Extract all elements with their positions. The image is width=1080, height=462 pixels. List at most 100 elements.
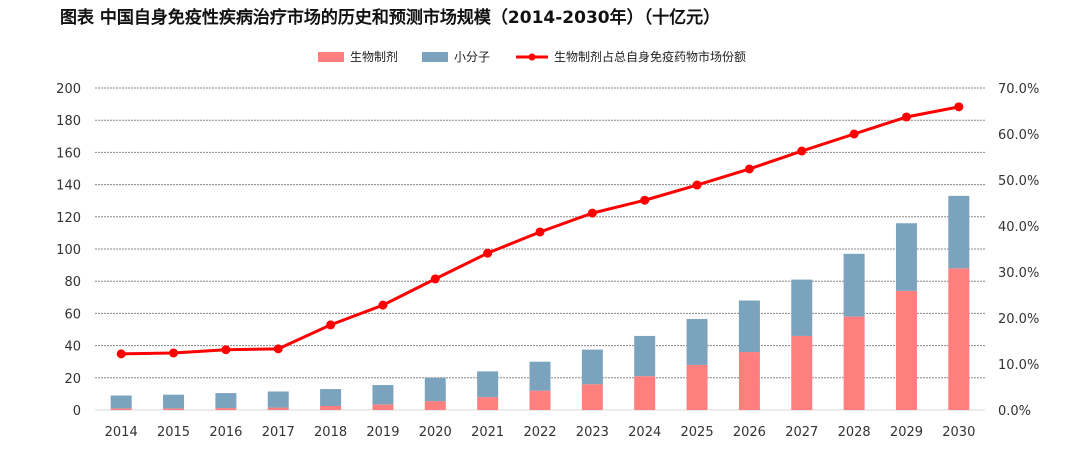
legend-item-share: 生物制剂占总自身免疫药物市场份额 (514, 48, 746, 65)
bar-biologics (634, 376, 656, 410)
y-left-tick-label: 0 (73, 404, 81, 419)
bar-small-molecule (267, 391, 289, 408)
bar-biologics (948, 268, 970, 410)
y-left-tick-label: 200 (56, 82, 81, 97)
share-point (692, 180, 702, 190)
y-left-tick-label: 100 (56, 243, 81, 258)
y-right-tick-label: 40.0% (998, 220, 1039, 235)
share-point (169, 348, 179, 358)
x-tick-label: 2022 (523, 425, 556, 440)
share-point (535, 227, 545, 237)
legend-label: 小分子 (454, 50, 491, 64)
y-left-tick-label: 60 (64, 307, 81, 322)
x-tick-label: 2030 (942, 425, 975, 440)
y-left-tick-label: 80 (64, 275, 81, 290)
share-point (587, 208, 597, 218)
y-right-tick-label: 20.0% (998, 312, 1039, 327)
bar-small-molecule (791, 279, 813, 336)
share-point (116, 349, 126, 359)
bar-biologics (791, 335, 813, 410)
y-right-tick-label: 50.0% (998, 174, 1039, 189)
x-tick-label: 2024 (628, 425, 661, 440)
bar-biologics (843, 316, 865, 410)
y-right-tick-label: 30.0% (998, 266, 1039, 281)
bar-biologics (738, 352, 760, 410)
x-tick-label: 2025 (681, 425, 714, 440)
bar-biologics (581, 384, 603, 410)
x-tick-label: 2028 (838, 425, 871, 440)
share-point (326, 320, 336, 330)
y-left-tick-label: 160 (56, 146, 81, 161)
bar-biologics (267, 407, 289, 410)
bar-small-molecule (948, 195, 970, 269)
bar-small-molecule (424, 377, 446, 402)
bar-small-molecule (895, 223, 917, 291)
bar-small-molecule (686, 319, 708, 365)
bar-small-molecule (163, 394, 185, 409)
y-right-tick-label: 70.0% (998, 82, 1039, 97)
x-tick-label: 2015 (157, 425, 190, 440)
legend-item-small-molecule: 小分子 (422, 48, 490, 65)
bar-small-molecule (477, 371, 499, 398)
y-left-tick-label: 20 (64, 372, 81, 387)
share-point (378, 300, 388, 310)
legend: 生物制剂 小分子 生物制剂占总自身免疫药物市场份额 (318, 48, 770, 65)
legend-swatch (318, 51, 344, 62)
x-tick-label: 2017 (262, 425, 295, 440)
bar-small-molecule (738, 300, 760, 353)
bar-small-molecule (843, 253, 865, 317)
y-right-tick-label: 0.0% (998, 404, 1031, 419)
bar-small-molecule (581, 349, 603, 385)
x-tick-label: 2018 (314, 425, 347, 440)
bar-small-molecule (634, 335, 656, 377)
share-point (483, 248, 493, 258)
share-point (797, 146, 807, 156)
x-tick-label: 2019 (366, 425, 399, 440)
bar-small-molecule (320, 389, 342, 406)
x-tick-label: 2029 (890, 425, 923, 440)
bar-biologics (529, 390, 551, 410)
y-left-tick-label: 120 (56, 211, 81, 226)
x-tick-label: 2021 (471, 425, 504, 440)
legend-item-biologics: 生物制剂 (318, 48, 398, 65)
share-point (954, 102, 964, 112)
bar-small-molecule (529, 361, 551, 391)
y-left-tick-label: 40 (64, 340, 81, 355)
share-point (221, 345, 231, 355)
legend-label: 生物制剂占总自身免疫药物市场份额 (554, 50, 747, 64)
bar-biologics (895, 290, 917, 410)
share-point (640, 195, 650, 205)
bar-biologics (163, 408, 185, 410)
bar-small-molecule (372, 385, 394, 405)
bar-biologics (477, 397, 499, 410)
x-tick-label: 2026 (733, 425, 766, 440)
bar-biologics (686, 364, 708, 410)
bar-biologics (110, 408, 132, 410)
legend-line-marker (516, 53, 549, 60)
x-tick-label: 2016 (209, 425, 242, 440)
share-point (901, 112, 911, 122)
x-tick-label: 2020 (419, 425, 452, 440)
share-point (849, 129, 859, 139)
y-left-tick-label: 180 (56, 114, 81, 129)
bar-small-molecule (110, 395, 132, 409)
bar-biologics (215, 408, 237, 410)
bar-biologics (372, 404, 394, 410)
legend-label: 生物制剂 (350, 50, 399, 64)
share-point (744, 164, 754, 174)
share-point (430, 274, 440, 284)
bar-biologics (320, 405, 342, 410)
y-right-tick-label: 10.0% (998, 358, 1039, 373)
bar-small-molecule (215, 393, 237, 409)
share-point (273, 344, 283, 354)
bar-biologics (424, 401, 446, 410)
x-tick-label: 2027 (785, 425, 818, 440)
y-right-tick-label: 60.0% (998, 128, 1039, 143)
x-tick-label: 2023 (576, 425, 609, 440)
chart-title: 图表 中国自身免疫性疾病治疗市场的历史和预测市场规模（2014-2030年）（十… (60, 8, 721, 28)
y-left-tick-label: 140 (56, 179, 81, 194)
legend-swatch (422, 51, 449, 62)
x-tick-label: 2014 (105, 425, 138, 440)
